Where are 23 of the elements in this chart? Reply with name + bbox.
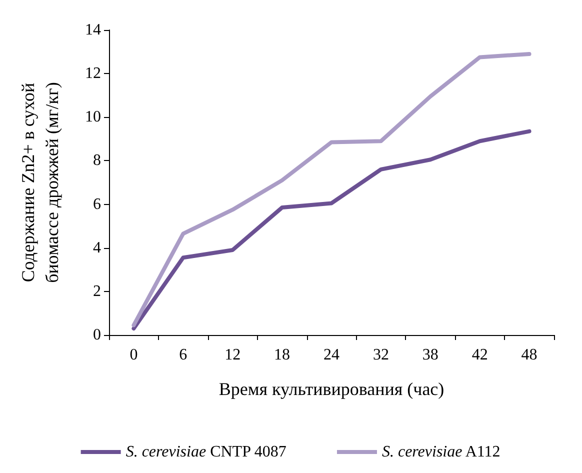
y-tick-label: 0 — [93, 326, 101, 344]
y-axis-title: Содержание Zn2+ в сухой биомассе дрожжей (мг/кг) — [18, 82, 62, 283]
y-tick-label: 4 — [93, 239, 101, 256]
x-tick-label: 18 — [274, 346, 290, 364]
y-tick-label: 10 — [85, 108, 101, 126]
y-tick-label: 12 — [85, 65, 101, 82]
x-tick-label: 48 — [521, 346, 538, 364]
x-tick-label: 24 — [324, 346, 340, 364]
y-tick-label: 6 — [93, 196, 101, 213]
y-tick-label: 8 — [93, 152, 101, 170]
line-series — [132, 129, 532, 330]
x-tick-label: 0 — [130, 346, 138, 364]
y-tick-label: 2 — [93, 282, 101, 300]
y-tick-label: 14 — [85, 22, 101, 38]
x-tick-label: 12 — [224, 346, 241, 364]
line-series — [132, 52, 532, 328]
x-axis-title: Время культивирования (час) — [218, 379, 444, 399]
legend-label: S. cerevisiae A112 — [382, 444, 500, 460]
x-tick-label: 32 — [372, 346, 389, 364]
legend-label: S. cerevisiae CNTP 4087 — [126, 444, 286, 460]
x-tick-label: 42 — [472, 346, 488, 364]
x-tick-label: 38 — [422, 346, 438, 364]
x-tick-label: 6 — [179, 346, 188, 364]
